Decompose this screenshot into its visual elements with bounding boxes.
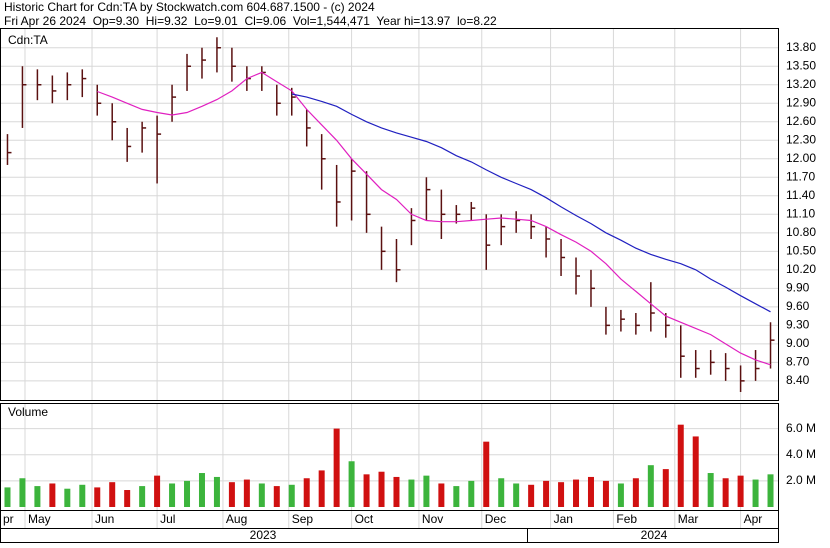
y2-tick-label: 6.0 M <box>786 421 816 435</box>
volume-bar <box>662 469 669 507</box>
volume-bar <box>587 476 594 507</box>
volume-bar <box>303 478 310 507</box>
volume-bar <box>139 486 146 507</box>
y-tick-label: 8.70 <box>786 355 810 369</box>
volume-bar <box>722 478 729 507</box>
volume-bar <box>543 480 550 507</box>
volume-bar <box>348 461 355 507</box>
volume-bar <box>617 483 624 507</box>
volume-bar <box>94 487 101 507</box>
volume-bar <box>647 465 654 507</box>
volume-bar <box>737 475 744 507</box>
volume-bar <box>184 480 191 507</box>
volume-label: Volume <box>8 405 48 419</box>
y-tick-label: 9.60 <box>786 299 810 313</box>
y-tick-label: 12.30 <box>786 132 816 146</box>
year-label: 2023 <box>250 528 277 542</box>
x-tick-label: Jun <box>95 512 114 526</box>
volume-bar <box>677 424 684 507</box>
volume-bar <box>513 483 520 507</box>
x-tick-label: Feb <box>616 512 637 526</box>
price-panel <box>0 28 779 401</box>
volume-bar <box>198 473 205 507</box>
volume-bar <box>64 488 71 507</box>
y-tick-label: 13.50 <box>786 58 816 72</box>
x-tick-label: Sep <box>292 512 314 526</box>
volume-bar <box>498 478 505 507</box>
x-tick-label: Jul <box>160 512 175 526</box>
volume-bar <box>124 490 131 507</box>
volume-bar <box>34 486 41 507</box>
y-tick-label: 8.40 <box>786 373 810 387</box>
y-tick-label: 10.80 <box>786 225 816 239</box>
volume-bar <box>243 479 250 507</box>
volume-bar <box>767 474 774 507</box>
y-tick-label: 12.60 <box>786 114 816 128</box>
y2-tick-label: 4.0 M <box>786 447 816 461</box>
volume-bar <box>19 478 26 507</box>
volume-bar <box>692 436 699 507</box>
moving-average <box>291 93 771 313</box>
quote-line: Fri Apr 26 2024 Op=9.30 Hi=9.32 Lo=9.01 … <box>4 14 497 28</box>
x-tick-label: Mar <box>678 512 699 526</box>
volume-bar <box>468 480 475 507</box>
y-tick-label: 9.00 <box>786 336 810 350</box>
volume-bar <box>573 479 580 507</box>
volume-bar <box>4 487 11 507</box>
y-tick-label: 10.50 <box>786 243 816 257</box>
volume-bar <box>169 483 176 507</box>
volume-bar <box>408 479 415 507</box>
volume-bar <box>707 473 714 507</box>
y-tick-label: 11.40 <box>786 188 815 202</box>
year-label: 2024 <box>641 528 668 542</box>
volume-bar <box>273 486 280 507</box>
y-tick-label: 9.90 <box>786 281 810 295</box>
y-tick-label: 13.20 <box>786 77 816 91</box>
x-tick-label: Oct <box>355 512 374 526</box>
volume-bar <box>258 483 265 507</box>
volume-bar <box>528 484 535 507</box>
volume-bar <box>393 476 400 507</box>
volume-bar <box>752 479 759 507</box>
volume-bar <box>602 480 609 507</box>
volume-bar <box>333 428 340 507</box>
y-tick-label: 12.00 <box>786 151 816 165</box>
month-row <box>0 510 779 529</box>
volume-bar <box>632 478 639 507</box>
volume-bar <box>423 475 430 507</box>
volume-bar <box>453 486 460 507</box>
y-tick-label: 13.80 <box>786 40 816 54</box>
y2-tick-label: 2.0 M <box>786 473 816 487</box>
volume-bar <box>79 484 86 507</box>
volume-bar <box>483 441 490 507</box>
y-tick-label: 10.20 <box>786 262 816 276</box>
x-tick-label: Aug <box>226 512 247 526</box>
price-label: Cdn:TA <box>8 33 48 47</box>
volume-bar <box>558 482 565 507</box>
y-tick-label: 11.10 <box>786 206 815 220</box>
x-tick-label: Nov <box>422 512 443 526</box>
volume-bar <box>228 482 235 507</box>
x-tick-label: Apr <box>744 512 763 526</box>
volume-bar <box>378 471 385 507</box>
x-tick-label: May <box>28 512 51 526</box>
volume-bar <box>49 483 56 507</box>
x-tick-label: pr <box>3 512 14 526</box>
volume-bar <box>154 475 161 507</box>
volume-panel <box>0 403 779 511</box>
volume-bar <box>288 484 295 507</box>
volume-bar <box>438 483 445 507</box>
volume-bar <box>363 474 370 507</box>
volume-bar <box>318 470 325 507</box>
y-tick-label: 9.30 <box>786 318 810 332</box>
volume-bar <box>213 476 220 507</box>
y-tick-label: 11.70 <box>786 169 815 183</box>
x-tick-label: Jan <box>554 512 573 526</box>
volume-bar <box>109 482 116 507</box>
chart-title: Historic Chart for Cdn:TA by Stockwatch.… <box>4 0 375 14</box>
x-tick-label: Dec <box>485 512 506 526</box>
moving-average <box>97 71 771 366</box>
y-tick-label: 12.90 <box>786 95 816 109</box>
